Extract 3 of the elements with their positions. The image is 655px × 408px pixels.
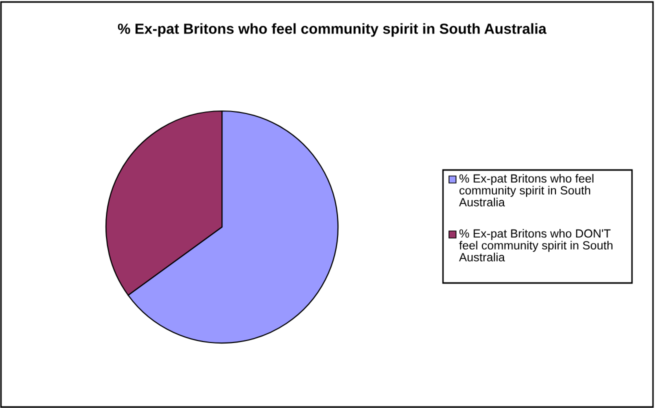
- legend-label: % Ex-pat Britons who feel community spirit in South Australia: [459, 174, 594, 206]
- chart-title: % Ex-pat Britons who feel community spirit in South Australia: [118, 23, 547, 37]
- legend-label: % Ex-pat Britons who DON'T feel community spirit in South Australia: [459, 229, 612, 262]
